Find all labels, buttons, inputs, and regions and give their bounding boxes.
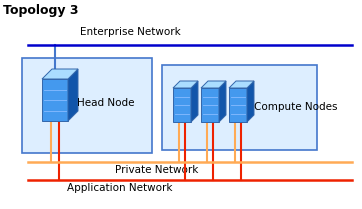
Text: Enterprise Network: Enterprise Network bbox=[80, 27, 180, 37]
Bar bbox=[173, 88, 191, 122]
Text: Private Network: Private Network bbox=[115, 165, 198, 175]
Polygon shape bbox=[219, 81, 226, 122]
Bar bbox=[162, 65, 317, 150]
Bar bbox=[229, 88, 247, 122]
Text: Head Node: Head Node bbox=[77, 98, 135, 108]
Text: Topology 3: Topology 3 bbox=[3, 4, 79, 17]
Polygon shape bbox=[68, 69, 78, 121]
Polygon shape bbox=[201, 81, 226, 88]
Text: Compute Nodes: Compute Nodes bbox=[254, 102, 337, 112]
Polygon shape bbox=[173, 81, 198, 88]
Bar bbox=[42, 79, 68, 121]
Bar bbox=[22, 58, 152, 153]
Polygon shape bbox=[229, 81, 254, 88]
Polygon shape bbox=[191, 81, 198, 122]
Bar bbox=[201, 88, 219, 122]
Polygon shape bbox=[42, 69, 78, 79]
Polygon shape bbox=[247, 81, 254, 122]
Text: Application Network: Application Network bbox=[67, 183, 173, 193]
